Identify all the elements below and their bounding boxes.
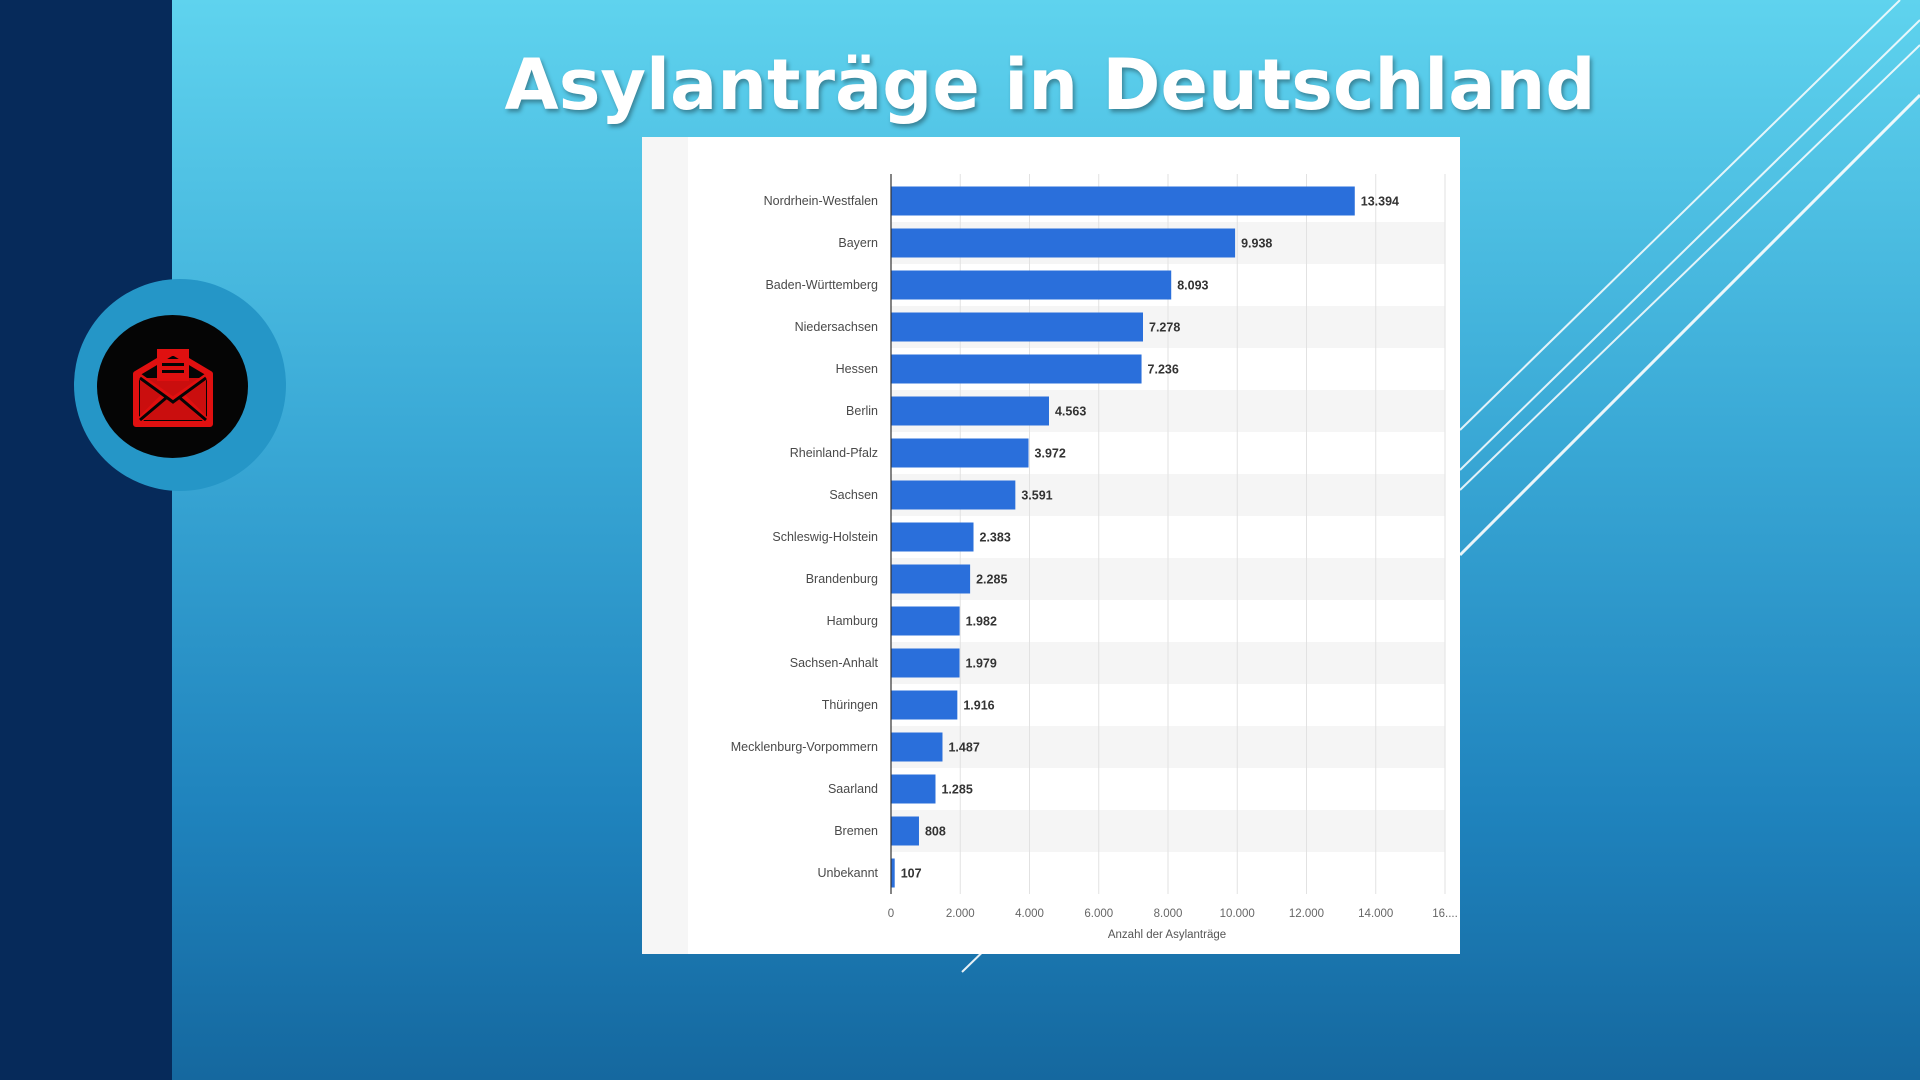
bar bbox=[891, 690, 958, 720]
x-tick-label: 16.... bbox=[1432, 908, 1458, 920]
category-label: Rheinland-Pfalz bbox=[790, 446, 878, 460]
bar bbox=[891, 858, 895, 888]
value-label: 3.591 bbox=[1021, 489, 1052, 503]
category-label: Saarland bbox=[828, 782, 878, 796]
bar bbox=[891, 270, 1172, 300]
x-tick-label: 10.000 bbox=[1220, 908, 1255, 920]
value-label: 1.285 bbox=[941, 783, 972, 797]
bar bbox=[891, 816, 919, 846]
category-label: Thüringen bbox=[822, 698, 878, 712]
bar bbox=[891, 312, 1144, 342]
bar bbox=[891, 354, 1142, 384]
bar bbox=[891, 606, 960, 636]
chart-card: Nordrhein-Westfalen 13.394 Bayern 9.938 Bade… bbox=[642, 137, 1460, 954]
category-label: Unbekannt bbox=[818, 866, 879, 880]
x-tick-label: 14.000 bbox=[1358, 908, 1393, 920]
value-label: 13.394 bbox=[1361, 195, 1399, 209]
bar bbox=[891, 522, 974, 552]
sidebar-band bbox=[0, 0, 172, 1080]
x-axis-title: Anzahl der Asylanträge bbox=[1108, 929, 1226, 941]
x-tick-label: 8.000 bbox=[1154, 908, 1183, 920]
value-label: 9.938 bbox=[1241, 237, 1272, 251]
value-label: 1.982 bbox=[966, 615, 997, 629]
bar bbox=[891, 774, 936, 804]
category-label: Sachsen bbox=[829, 488, 878, 502]
slide-title: Asylanträge in Deutschland bbox=[504, 44, 1596, 126]
value-label: 7.236 bbox=[1148, 363, 1179, 377]
category-label: Bremen bbox=[834, 824, 878, 838]
value-label: 2.383 bbox=[980, 531, 1011, 545]
bar bbox=[891, 186, 1355, 216]
category-label: Niedersachsen bbox=[795, 320, 878, 334]
value-label: 7.278 bbox=[1149, 321, 1180, 335]
value-label: 1.916 bbox=[963, 699, 994, 713]
bar bbox=[891, 732, 943, 762]
category-label: Hessen bbox=[836, 362, 878, 376]
category-label: Mecklenburg-Vorpommern bbox=[731, 740, 878, 754]
bar bbox=[891, 564, 971, 594]
x-tick-label: 4.000 bbox=[1015, 908, 1044, 920]
x-tick-label: 12.000 bbox=[1289, 908, 1324, 920]
value-label: 808 bbox=[925, 825, 946, 839]
value-label: 3.972 bbox=[1035, 447, 1066, 461]
bar bbox=[891, 228, 1236, 258]
category-label: Baden-Württemberg bbox=[765, 278, 878, 292]
value-label: 1.487 bbox=[948, 741, 979, 755]
category-label: Berlin bbox=[846, 404, 878, 418]
chart-side-strip bbox=[642, 137, 688, 954]
category-label: Nordrhein-Westfalen bbox=[764, 194, 878, 208]
bar bbox=[891, 396, 1049, 426]
bar bbox=[891, 648, 960, 678]
value-label: 1.979 bbox=[966, 657, 997, 671]
x-tick-label: 6.000 bbox=[1084, 908, 1113, 920]
category-label: Brandenburg bbox=[806, 572, 878, 586]
value-label: 8.093 bbox=[1177, 279, 1208, 293]
bar-chart: Nordrhein-Westfalen 13.394 Bayern 9.938 Bade… bbox=[642, 137, 1458, 954]
category-label: Schleswig-Holstein bbox=[772, 530, 878, 544]
category-label: Hamburg bbox=[827, 614, 878, 628]
x-tick-label: 0 bbox=[888, 908, 894, 920]
envelope-document-icon bbox=[132, 346, 213, 427]
icon-badge bbox=[97, 315, 248, 458]
value-label: 2.285 bbox=[976, 573, 1007, 587]
bar bbox=[891, 438, 1029, 468]
bar bbox=[891, 480, 1016, 510]
category-label: Bayern bbox=[838, 236, 878, 250]
category-label: Sachsen-Anhalt bbox=[790, 656, 879, 670]
value-label: 107 bbox=[901, 867, 922, 881]
value-label: 4.563 bbox=[1055, 405, 1086, 419]
x-tick-label: 2.000 bbox=[946, 908, 975, 920]
